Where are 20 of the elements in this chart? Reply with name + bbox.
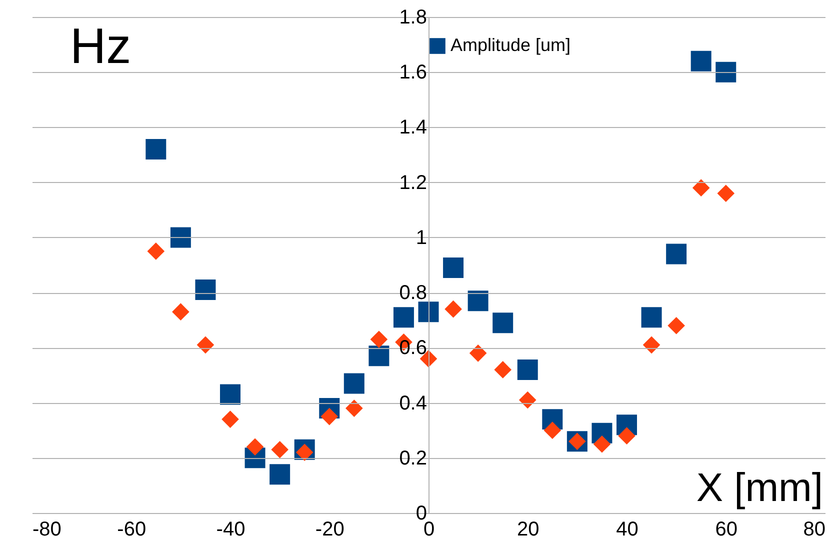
y-tick-label: 0.8 [399,282,427,304]
y-axis-title: Hz [70,18,132,74]
x-tick-label: 40 [616,518,638,540]
y-tick-label: 1.6 [399,62,427,84]
y-tick-label: 0.6 [399,337,427,360]
y-tick-label: 1 [416,226,427,249]
x-tick-label: -60 [117,518,146,540]
y-tick-label: 1.8 [399,6,427,28]
x-axis-title: X [mm] [696,466,823,510]
legend-label: Amplitude [um] [450,35,571,55]
y-tick-label: 1.4 [399,116,427,139]
y-tick-label: 1.2 [399,172,427,194]
x-tick-label: -80 [32,518,62,540]
y-tick-label: 0.2 [399,447,427,470]
x-tick-label: 80 [803,518,826,540]
x-tick-label: 60 [715,518,738,540]
x-tick-label: 20 [517,518,540,540]
x-tick-label: -20 [315,518,344,540]
y-tick-label: 0.4 [399,392,427,414]
x-tick-label: -40 [216,518,246,540]
